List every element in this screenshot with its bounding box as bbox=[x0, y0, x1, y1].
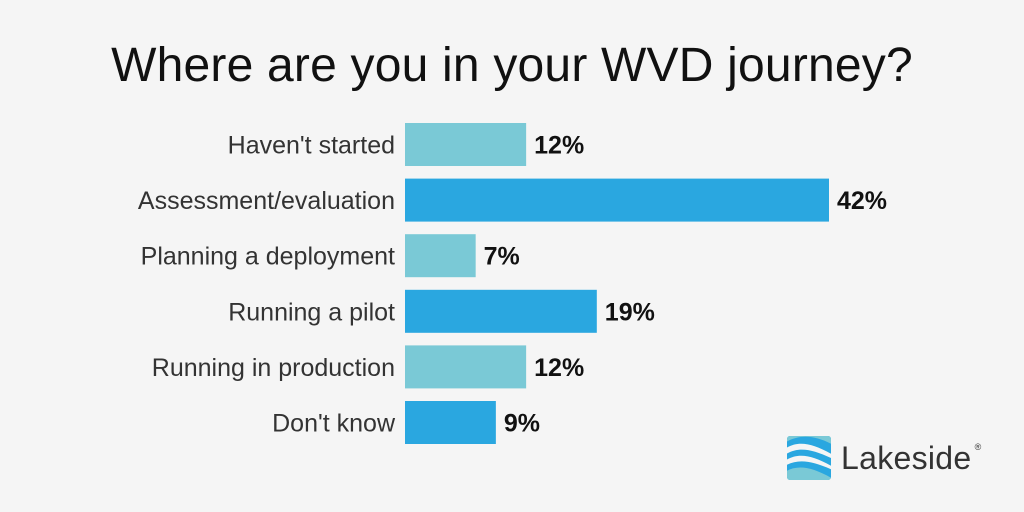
value-label: 12% bbox=[534, 132, 584, 160]
value-label: 42% bbox=[837, 187, 887, 215]
registered-mark: ® bbox=[974, 441, 982, 452]
bar bbox=[405, 345, 527, 389]
category-label: Assessment/evaluation bbox=[138, 187, 395, 215]
category-label: Don't know bbox=[272, 410, 396, 438]
bar bbox=[405, 289, 597, 333]
lakeside-waves-icon bbox=[787, 436, 831, 480]
chart-title: Where are you in your WVD journey? bbox=[111, 39, 913, 92]
value-label: 12% bbox=[534, 354, 584, 382]
brand-logo: Lakeside ® bbox=[787, 436, 982, 480]
bar bbox=[405, 123, 527, 166]
category-label: Running a pilot bbox=[228, 298, 395, 326]
category-label: Running in production bbox=[152, 354, 395, 382]
value-label: 7% bbox=[484, 243, 520, 271]
value-label: 19% bbox=[605, 298, 655, 326]
category-label: Planning a deployment bbox=[141, 243, 395, 271]
bar bbox=[405, 178, 829, 222]
bar bbox=[405, 234, 476, 278]
bar bbox=[405, 401, 496, 444]
value-label: 9% bbox=[504, 410, 540, 438]
category-label: Haven't started bbox=[228, 132, 395, 160]
brand-name: Lakeside ® bbox=[841, 439, 982, 476]
